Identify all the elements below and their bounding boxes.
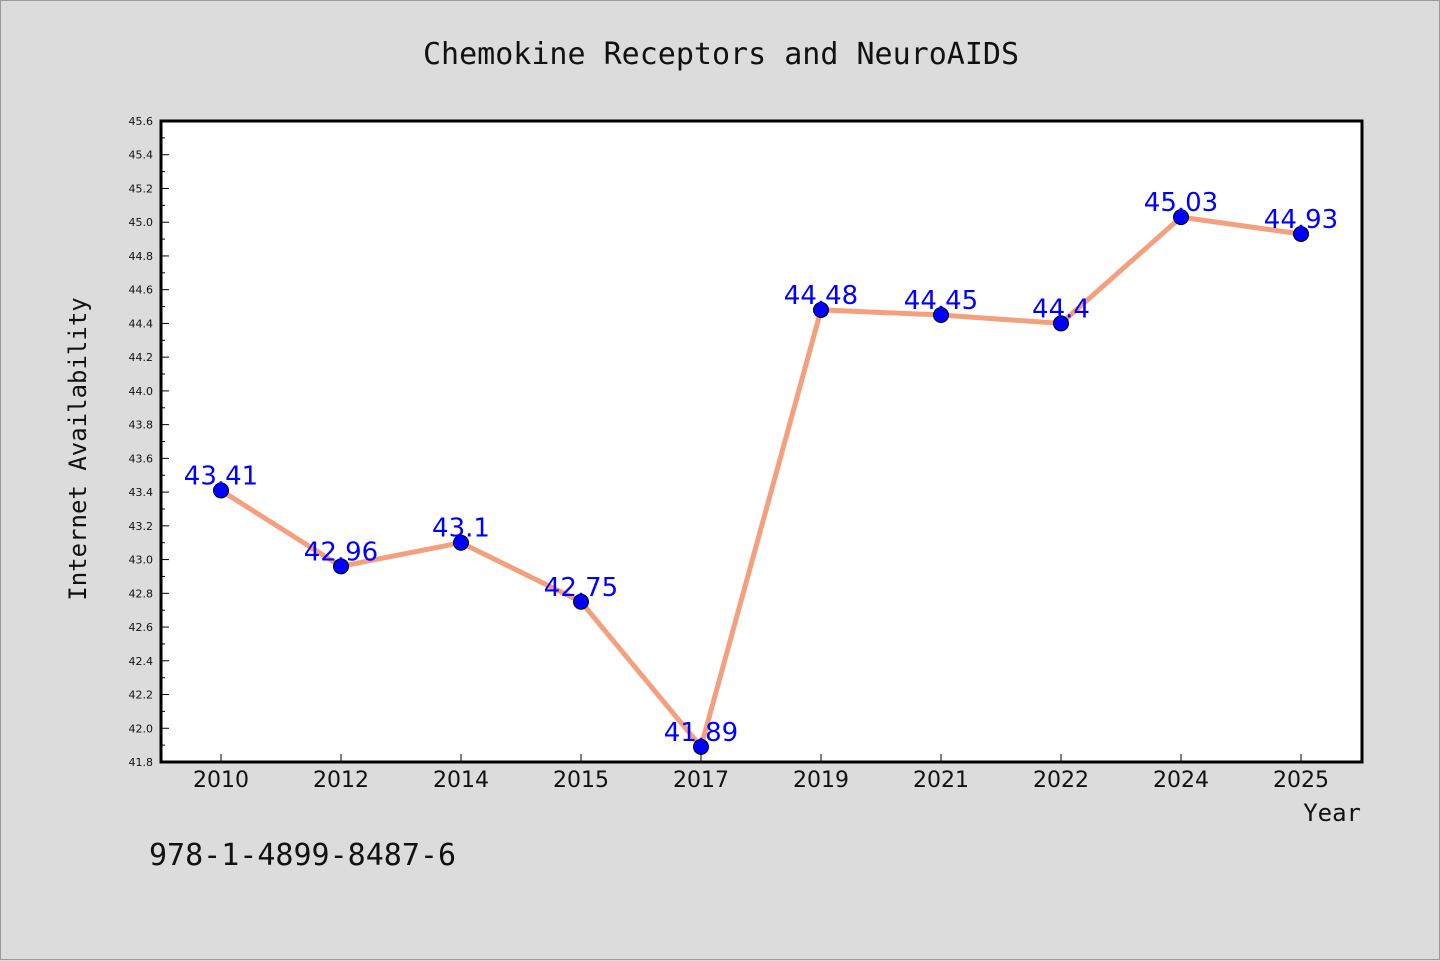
data-point bbox=[693, 738, 709, 755]
y-tick-label: 44.0 bbox=[129, 385, 154, 398]
y-tick-label: 42.8 bbox=[129, 587, 154, 600]
y-tick-label: 42.6 bbox=[129, 621, 154, 634]
isbn-annotation: 978-1-4899-8487-6 bbox=[149, 838, 456, 873]
x-tick-label: 2021 bbox=[913, 768, 969, 793]
y-tick-label: 44.8 bbox=[129, 250, 154, 263]
y-axis-label: Internet Availability bbox=[64, 297, 92, 600]
y-tick-label: 45.2 bbox=[129, 182, 154, 195]
data-point bbox=[933, 306, 949, 323]
y-tick-label: 44.4 bbox=[129, 317, 154, 330]
x-tick-label: 2017 bbox=[673, 768, 729, 793]
y-tick-label: 44.6 bbox=[129, 284, 154, 297]
x-tick-label: 2019 bbox=[793, 768, 849, 793]
data-label: 44.48 bbox=[784, 281, 858, 311]
data-point bbox=[1293, 226, 1309, 243]
x-tick-label: 2015 bbox=[553, 768, 609, 793]
data-point bbox=[1173, 209, 1189, 226]
y-tick-label: 43.6 bbox=[129, 452, 154, 465]
x-tick-label: 2014 bbox=[433, 768, 489, 793]
y-tick-label: 45.4 bbox=[129, 149, 154, 162]
y-axis: 41.8 42.0 42.2 42.4 42.6 42.8 43.0 43.2 43.4 43.6… bbox=[129, 115, 169, 769]
data-label: 45.03 bbox=[1144, 188, 1218, 218]
data-point bbox=[813, 301, 829, 318]
data-label: 44.93 bbox=[1264, 205, 1338, 235]
y-tick-label: 45.0 bbox=[129, 216, 154, 229]
plot-area bbox=[159, 119, 1364, 764]
data-label: 43.1 bbox=[432, 514, 490, 544]
data-point bbox=[1053, 315, 1069, 332]
data-label: 42.96 bbox=[304, 537, 378, 567]
x-tick-label: 2025 bbox=[1273, 768, 1329, 793]
y-tick-label: 44.2 bbox=[129, 351, 154, 364]
data-label: 43.41 bbox=[184, 461, 258, 491]
y-tick-label: 43.2 bbox=[129, 520, 154, 533]
y-tick-label: 42.2 bbox=[129, 689, 154, 702]
series-layer: 43.41 42.96 43.1 42.75 41.89 44.48 44.45 44.4 45… bbox=[184, 188, 1338, 755]
data-point bbox=[573, 593, 589, 610]
data-label: 42.75 bbox=[544, 573, 618, 603]
x-tick-label: 2022 bbox=[1033, 768, 1089, 793]
data-point bbox=[453, 534, 469, 551]
x-tick-label: 2012 bbox=[313, 768, 369, 793]
y-tick-label: 42.0 bbox=[129, 722, 154, 735]
y-tick-label: 43.8 bbox=[129, 419, 154, 432]
y-tick-label: 43.4 bbox=[129, 486, 154, 499]
y-tick-label: 43.0 bbox=[129, 554, 154, 567]
chart-title: Chemokine Receptors and NeuroAIDS bbox=[423, 37, 1019, 72]
data-label: 41.89 bbox=[664, 718, 738, 748]
x-axis-label: Year bbox=[1303, 799, 1361, 827]
data-point bbox=[213, 482, 229, 499]
y-tick-label: 42.4 bbox=[129, 655, 154, 668]
data-label: 44.4 bbox=[1032, 294, 1090, 324]
x-tick-label: 2024 bbox=[1153, 768, 1209, 793]
x-axis: 2010 2012 2014 2015 2017 2019 2021 2022 2024 2025 bbox=[193, 754, 1329, 793]
y-tick-label: 41.8 bbox=[129, 756, 154, 769]
data-label: 44.45 bbox=[904, 286, 978, 316]
series-line bbox=[218, 214, 1304, 750]
data-point bbox=[333, 558, 349, 575]
y-tick-label: 45.6 bbox=[129, 115, 154, 128]
x-tick-label: 2010 bbox=[193, 768, 249, 793]
